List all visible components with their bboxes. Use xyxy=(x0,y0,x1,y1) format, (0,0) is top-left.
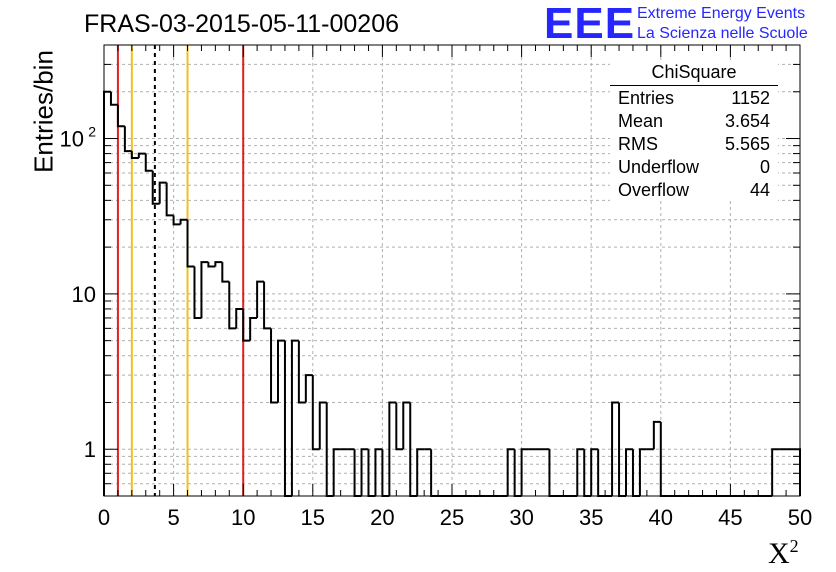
x-tick-label: 35 xyxy=(579,505,603,530)
x-tick-label: 0 xyxy=(98,505,110,530)
histogram-bin xyxy=(360,448,369,496)
stats-value: 3.654 xyxy=(724,111,770,131)
histogram-bin xyxy=(506,448,515,496)
histogram-bin xyxy=(144,153,153,172)
stats-row: Overflow 44 xyxy=(610,178,778,201)
histogram-bin xyxy=(297,340,306,404)
histogram-bin xyxy=(652,420,661,450)
histogram-bin xyxy=(221,262,230,283)
stats-row: Mean 3.654 xyxy=(610,109,778,132)
histogram-bin xyxy=(193,266,202,319)
stats-label: Mean xyxy=(618,111,664,131)
histogram-bin xyxy=(214,261,223,267)
histogram-bin xyxy=(520,448,529,496)
histogram-bin xyxy=(416,448,425,496)
histogram-bin xyxy=(590,448,599,496)
stats-value: 5.565 xyxy=(724,134,770,154)
stats-row: Entries 1152 xyxy=(610,86,778,109)
histogram-bin xyxy=(249,316,258,341)
x-tick-label: 25 xyxy=(440,505,464,530)
reference-lines xyxy=(116,45,245,496)
histogram-bin xyxy=(283,340,292,497)
y-tick-label: 10 xyxy=(60,127,84,152)
x-tick-label: 5 xyxy=(167,505,179,530)
y-axis-label: Entries/bin xyxy=(28,50,59,173)
histogram-bin xyxy=(304,374,313,403)
histogram-bin xyxy=(576,448,585,496)
histogram-bin xyxy=(771,448,780,496)
histogram-bin xyxy=(611,401,620,496)
x-tick-label: 20 xyxy=(370,505,394,530)
histogram-bin xyxy=(172,215,181,226)
histogram-bin xyxy=(109,91,118,106)
histogram-bin xyxy=(659,421,668,497)
x-tick-label: 45 xyxy=(718,505,742,530)
logo-line-1: Extreme Energy Events xyxy=(637,5,806,22)
histogram-bin xyxy=(242,308,251,342)
histogram-bin xyxy=(263,281,272,330)
stats-value: 44 xyxy=(749,180,770,200)
x-tick-label: 10 xyxy=(231,505,255,530)
x-tick-label: 30 xyxy=(509,505,533,530)
histogram-bin xyxy=(207,262,216,268)
stats-box: ChiSquare Entries 1152 Mean 3.654 RMS 5.565… xyxy=(610,62,778,201)
histogram-bin xyxy=(158,181,167,204)
histogram-bin xyxy=(165,182,174,217)
stats-title: ChiSquare xyxy=(610,62,778,86)
grid-lines xyxy=(104,45,800,496)
x-axis-label-sup: 2 xyxy=(789,536,799,556)
stats-row: RMS 5.565 xyxy=(610,132,778,155)
stats-label: RMS xyxy=(618,134,658,154)
y-tick-label-superscript: 2 xyxy=(88,124,96,140)
histogram-bin xyxy=(116,104,125,128)
histogram-bin xyxy=(374,448,383,496)
plot-title: FRAS-03-2015-05-11-00206 xyxy=(84,10,400,38)
histogram-bin xyxy=(318,401,327,450)
histogram-bin xyxy=(130,151,139,159)
stats-label: Overflow xyxy=(618,180,690,200)
histogram-bin xyxy=(277,339,285,403)
y-tick-label: 1 xyxy=(84,437,96,462)
x-axis-label-base: X xyxy=(768,537,790,570)
histogram-bin xyxy=(186,219,195,268)
stats-label: Entries xyxy=(618,88,675,108)
x-tick-label: 15 xyxy=(301,505,325,530)
histogram-bin xyxy=(235,307,244,329)
x-tick-label: 50 xyxy=(788,505,812,530)
logo-line-2: La Scienza nelle Scuole xyxy=(637,25,808,42)
stats-label: Underflow xyxy=(618,157,700,177)
histogram-bin xyxy=(625,448,633,496)
stats-row: Underflow 0 xyxy=(610,155,778,178)
histogram-bin xyxy=(388,401,397,496)
histogram-bin xyxy=(256,280,265,318)
axes xyxy=(103,44,801,497)
histogram-bin xyxy=(228,281,237,330)
histogram-bin xyxy=(200,261,209,318)
x-tick-label: 40 xyxy=(649,505,673,530)
eee-logo: EEE xyxy=(544,0,636,48)
histogram-bin xyxy=(395,402,404,451)
histogram-bin xyxy=(290,339,299,496)
histogram-bin xyxy=(402,401,411,450)
histogram-bin xyxy=(151,170,160,205)
histogram-bin xyxy=(270,328,278,404)
histogram-bin xyxy=(137,152,146,158)
stats-value: 1152 xyxy=(731,88,770,108)
x-axis-label: X2 xyxy=(768,536,799,571)
stats-value: 0 xyxy=(759,157,770,177)
histogram-bin xyxy=(179,218,188,225)
histogram-bin xyxy=(123,126,132,153)
histogram-bin xyxy=(311,375,320,451)
histogram-bin xyxy=(638,448,647,496)
histogram-bin xyxy=(332,448,341,496)
y-tick-label: 10 xyxy=(72,282,96,307)
